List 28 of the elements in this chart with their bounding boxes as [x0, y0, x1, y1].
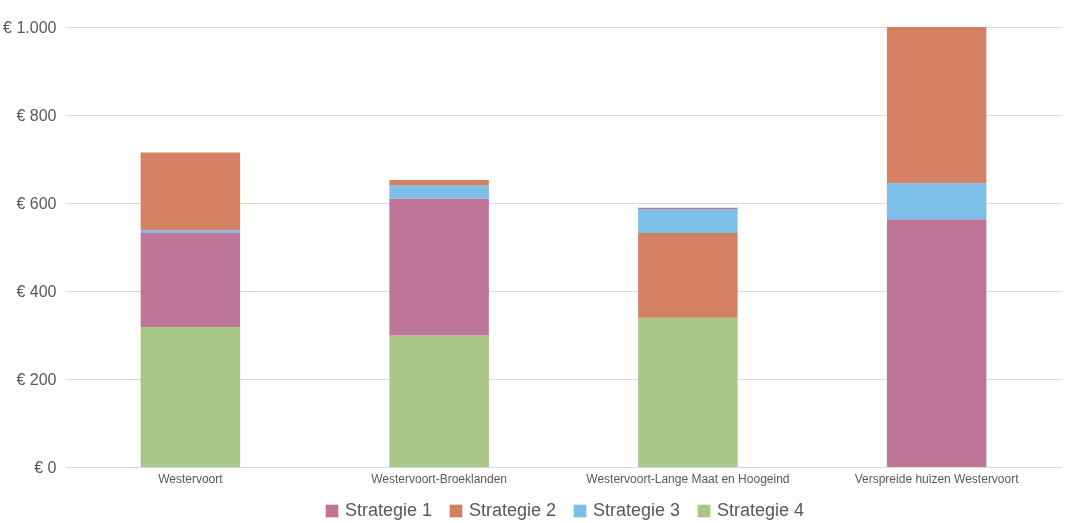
bar [389, 335, 489, 467]
bar [886, 183, 987, 220]
bar [389, 180, 489, 186]
x-tick-label: Verspreide huizen Westervoort [854, 471, 1020, 486]
bar [638, 232, 738, 318]
bar [140, 232, 241, 328]
legend-label: Strategie 2 [469, 500, 557, 520]
y-tick-label: € 800 [16, 106, 57, 124]
legend-label: Strategie 1 [345, 500, 433, 520]
bar [140, 230, 241, 233]
legend-label: Strategie 4 [717, 500, 805, 520]
bar [389, 185, 489, 199]
x-tick-label: Westervoort [158, 471, 224, 486]
y-tick-label: € 1.000 [3, 18, 57, 36]
bar [886, 219, 987, 467]
x-tick-label: Westervoort-Lange Maat en Hoogeind [586, 471, 790, 486]
bar [140, 152, 241, 231]
bar [886, 27, 987, 184]
x-tick-label: Westervoort-Broeklanden [371, 471, 508, 486]
bar [140, 327, 241, 467]
y-tick-label: € 0 [34, 458, 57, 476]
y-tick-label: € 200 [16, 370, 57, 388]
legend-label: Strategie 3 [593, 500, 681, 520]
y-tick-label: € 600 [16, 194, 57, 212]
bar [638, 317, 738, 467]
bar [638, 209, 738, 233]
bar [389, 198, 489, 336]
y-tick-label: € 400 [16, 282, 57, 300]
